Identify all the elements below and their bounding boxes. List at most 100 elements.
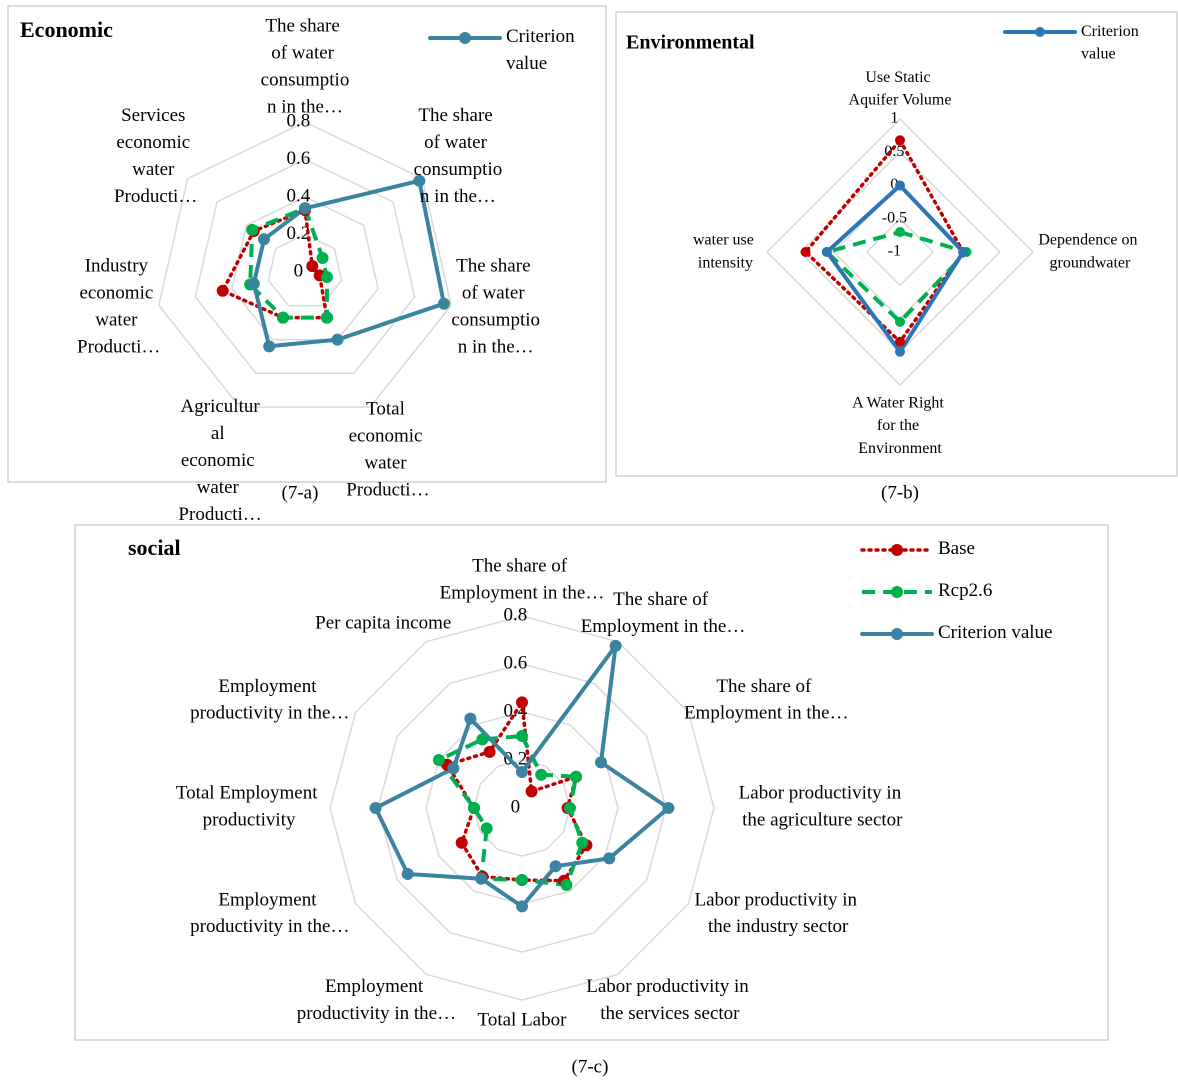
legend-marker: [891, 544, 903, 556]
tick-label: -1: [888, 243, 901, 260]
data-point: [800, 247, 811, 257]
axis-label: A Water Right for the Environment: [852, 394, 948, 456]
legend-label: Criterion value: [938, 622, 1053, 643]
axis-label: Employment productivity in the…: [190, 890, 349, 938]
legend-marker: [891, 586, 903, 598]
data-point: [576, 836, 589, 849]
data-point: [455, 836, 468, 849]
tick-label: 0: [294, 260, 304, 281]
data-point: [320, 311, 333, 324]
axis-label: Use Static Aquifer Volume: [849, 69, 952, 109]
axis-label: Employment productivity in the…: [297, 976, 456, 1024]
legend-label: Rcp2.6: [938, 580, 992, 601]
chart-title: Environmental: [626, 32, 755, 54]
data-point: [432, 754, 445, 766]
data-point: [468, 802, 480, 814]
panel-border: [74, 524, 1109, 1041]
data-point: [525, 785, 538, 798]
axis-label: The share of water consumptio n in the…: [414, 105, 503, 207]
axis-label: The share of Employment in the…: [684, 676, 849, 724]
data-point: [603, 852, 616, 865]
data-point: [316, 251, 329, 264]
grid-ring: [267, 233, 343, 307]
tick-label: 0: [511, 796, 521, 817]
data-point: [564, 802, 576, 814]
tick-label: 0.2: [286, 223, 310, 244]
legend-label: Criterion value: [1081, 23, 1143, 63]
data-point: [475, 872, 488, 885]
data-point: [299, 202, 311, 215]
data-point: [895, 227, 905, 238]
data-point: [320, 271, 333, 284]
data-point: [437, 297, 450, 310]
axis-label: Total Labor: [478, 1010, 568, 1031]
data-point: [413, 174, 426, 187]
data-point: [549, 860, 562, 873]
data-point: [257, 233, 270, 246]
data-point: [216, 284, 229, 297]
data-point: [516, 730, 528, 742]
data-point: [331, 333, 344, 346]
panel-border: [615, 11, 1178, 477]
axis-label: Agricultur al economic water Producti…: [178, 396, 261, 525]
data-point: [516, 696, 528, 709]
panel-border: [7, 5, 607, 483]
data-point: [560, 878, 573, 891]
axis-label: The share of water consumptio n in the…: [261, 16, 350, 118]
tick-label: 0.6: [286, 148, 310, 169]
series-line: [248, 206, 329, 320]
grid-ring: [194, 158, 416, 375]
data-point: [483, 745, 496, 758]
tick-label: 0.6: [503, 652, 527, 673]
grid-ring: [157, 121, 453, 408]
tick-label: 0: [890, 176, 898, 193]
data-point: [246, 223, 259, 236]
tick-label: 0.2: [503, 748, 527, 769]
data-point: [263, 340, 276, 353]
grid-ring: [473, 759, 571, 857]
axis-label: The share of Employment in the…: [581, 589, 746, 637]
data-point: [401, 868, 414, 880]
data-point: [306, 260, 319, 273]
axis-label: Dependence on groundwater: [1038, 231, 1141, 271]
grid-ring: [329, 615, 715, 1001]
axis-label: Labor productivity in the services secto…: [586, 976, 753, 1024]
series-line: [251, 178, 446, 349]
grid-ring: [865, 217, 935, 287]
legend-marker: [1035, 27, 1045, 37]
data-point: [895, 135, 905, 146]
data-point: [895, 336, 905, 347]
grid-ring: [377, 663, 667, 953]
legend-marker: [891, 628, 903, 640]
data-point: [516, 874, 528, 886]
grid-ring: [765, 117, 1035, 387]
axis-label: Employment productivity in the…: [190, 676, 349, 724]
data-point: [480, 822, 493, 835]
axis-label: Per capita income: [315, 613, 451, 634]
data-point: [369, 802, 382, 814]
axis-label: Labor productivity in the agriculture se…: [739, 783, 906, 831]
tick-label: 1: [890, 110, 898, 127]
axis-label: The share of water consumptio n in the…: [451, 256, 540, 358]
data-point: [516, 900, 528, 913]
caption: (7-b): [881, 482, 919, 503]
data-point: [247, 277, 260, 290]
series-line: [824, 230, 969, 324]
data-point: [662, 802, 675, 814]
data-point: [476, 733, 489, 746]
tick-label: 0.8: [503, 604, 527, 625]
data-point: [464, 712, 477, 725]
data-point: [516, 766, 528, 778]
axis-label: Total Employment productivity: [176, 783, 322, 831]
radar-chart: social(7-c)00.20.40.60.8: [74, 524, 1109, 1077]
tick-label: -0.5: [882, 209, 907, 226]
caption: (7-c): [572, 1056, 609, 1077]
data-point: [895, 316, 905, 327]
tick-label: 0.4: [286, 185, 310, 206]
caption: (7-a): [282, 482, 319, 503]
axis-label: Industry economic water Producti…: [77, 256, 160, 358]
radar-chart: Environmental (7-b) -1 -0.5 0 0.5 1: [615, 11, 1178, 503]
legend-marker: [459, 32, 471, 44]
grid-ring: [231, 196, 379, 341]
